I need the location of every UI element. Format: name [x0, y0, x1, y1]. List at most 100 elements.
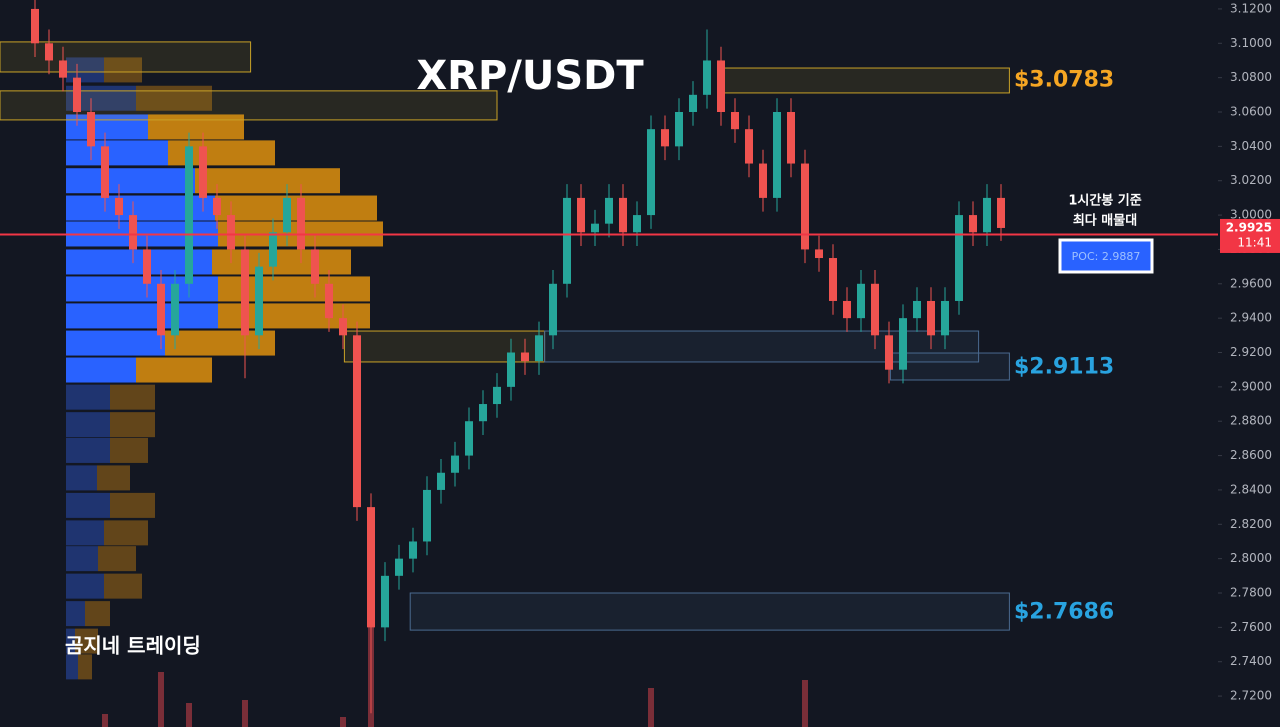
y-tick-label: 3.0000: [1230, 208, 1272, 222]
zone: [719, 67, 1010, 94]
zone: [889, 352, 1010, 381]
y-tick-label: 2.7400: [1230, 654, 1272, 668]
candle-body: [885, 335, 893, 370]
candle-body: [857, 283, 865, 319]
profile-buy: [66, 412, 110, 438]
candle-body: [101, 146, 109, 198]
candle-body: [409, 541, 417, 559]
last-price-label: 2.9925: [1226, 220, 1272, 234]
last-price-time: 11:41: [1237, 235, 1272, 249]
candle-body: [437, 472, 445, 490]
profile-sell: [148, 114, 244, 140]
candle-body: [997, 197, 1005, 228]
profile-buy: [66, 140, 168, 166]
candle-body: [871, 283, 879, 336]
y-tick-label: 3.0600: [1230, 105, 1272, 119]
candle-body: [129, 215, 137, 250]
y-tick-label: 2.8000: [1230, 551, 1272, 565]
price-label: $2.7686: [1014, 600, 1114, 625]
candle-body: [549, 283, 557, 336]
zone: [0, 41, 252, 73]
candle-body: [801, 163, 809, 250]
candle-body: [577, 197, 585, 233]
profile-buy: [66, 573, 104, 599]
candle-body: [843, 300, 851, 319]
profile-buy: [66, 437, 110, 463]
y-tick-label: 2.8600: [1230, 448, 1272, 462]
y-tick-label: 3.1000: [1230, 36, 1272, 50]
volume-bar: [242, 700, 248, 727]
candle-body: [297, 197, 305, 250]
volume-bar: [186, 703, 192, 727]
candle-body: [689, 94, 697, 113]
candle-body: [395, 558, 403, 576]
candle-body: [717, 60, 725, 113]
y-tick-label: 3.0400: [1230, 139, 1272, 153]
zone: [409, 592, 1010, 631]
candle-body: [59, 60, 67, 78]
candle-body: [45, 43, 53, 61]
profile-sell: [104, 57, 142, 83]
candle-body: [829, 258, 837, 301]
candle-body: [899, 318, 907, 370]
candle-body: [731, 112, 739, 130]
profile-sell: [195, 168, 340, 194]
profile-buy: [66, 168, 195, 194]
profile-sell: [136, 357, 212, 383]
profile-sell: [110, 492, 155, 518]
price-label: $2.9113: [1014, 354, 1114, 379]
candle-body: [353, 335, 361, 508]
profile-buy: [66, 520, 104, 546]
y-tick-label: 2.9400: [1230, 311, 1272, 325]
volume-bar: [340, 717, 346, 727]
candle-body: [115, 197, 123, 216]
candle-body: [185, 146, 193, 284]
candle-body: [535, 335, 543, 362]
profile-sell: [136, 85, 212, 111]
candle-body: [283, 197, 291, 233]
y-tick-label: 3.1200: [1230, 1, 1272, 15]
profile-buy: [66, 114, 148, 140]
candle-body: [955, 215, 963, 301]
profile-sell: [97, 465, 130, 491]
candle-body: [199, 146, 207, 198]
profile-sell: [218, 303, 370, 329]
profile-sell: [104, 520, 148, 546]
profile-buy: [66, 628, 75, 654]
candle-body: [521, 352, 529, 362]
candle-body: [927, 300, 935, 336]
profile-buy: [66, 492, 110, 518]
profile-sell: [168, 140, 275, 166]
candle-body: [675, 112, 683, 147]
candle-body: [143, 249, 151, 284]
candle-body: [339, 318, 347, 336]
candle-body: [633, 215, 641, 233]
candle-body: [745, 129, 753, 164]
y-tick-label: 2.9600: [1230, 276, 1272, 290]
y-tick-label: 2.7800: [1230, 586, 1272, 600]
y-tick-label: 2.9200: [1230, 345, 1272, 359]
candle-body: [759, 163, 767, 198]
profile-sell: [215, 195, 377, 221]
candle-body: [31, 8, 39, 44]
candle-body: [703, 60, 711, 95]
last-price-box: [1220, 218, 1280, 253]
candle-body: [507, 352, 515, 387]
candle-body: [913, 300, 921, 319]
candle-body: [661, 129, 669, 147]
y-tick-label: 2.7200: [1230, 689, 1272, 703]
candle-body: [171, 283, 179, 336]
profile-buy: [66, 276, 218, 302]
candle-body: [465, 421, 473, 456]
annotation: 1시간봉 기준: [1068, 193, 1141, 209]
watermark: 곰지네 트레이딩: [65, 634, 201, 658]
volume-bar: [102, 714, 108, 727]
y-tick-label: 3.0200: [1230, 173, 1272, 187]
chart-title: XRP/USDT: [416, 53, 644, 99]
candle-body: [451, 455, 459, 473]
zone: [0, 90, 498, 121]
y-tick-label: 2.7600: [1230, 620, 1272, 634]
profile-sell: [78, 654, 92, 680]
profile-sell: [85, 601, 110, 627]
